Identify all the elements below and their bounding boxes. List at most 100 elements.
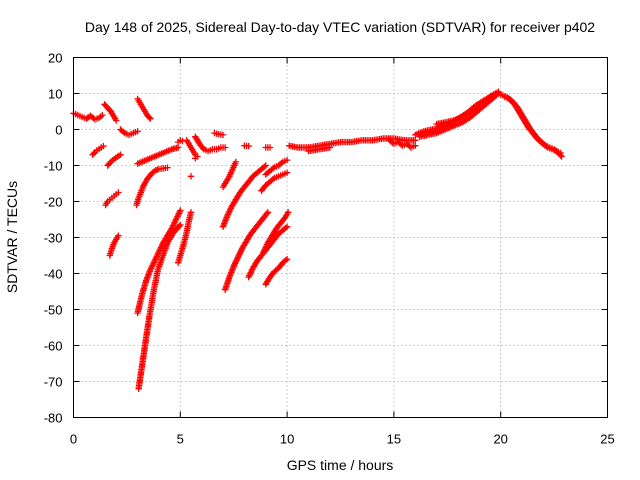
x-tick-label: 20 — [493, 432, 507, 447]
series-arc-25 — [258, 169, 291, 194]
series-arc-15 — [183, 137, 199, 158]
data-point — [266, 144, 274, 151]
data-point — [412, 137, 419, 144]
series-arc-20 — [219, 158, 240, 191]
series-arc-10 — [133, 164, 171, 209]
y-tick-label: -30 — [44, 231, 63, 246]
data-point-trail — [282, 257, 289, 264]
data-point — [147, 115, 154, 122]
data-point — [232, 158, 240, 166]
data-point — [100, 142, 107, 150]
data-point — [99, 111, 106, 119]
data-point — [283, 169, 291, 176]
series-arc-09 — [134, 144, 182, 167]
data-point — [134, 128, 141, 135]
data-point — [219, 131, 227, 139]
data-point — [187, 209, 195, 216]
axis-ticks — [73, 57, 608, 418]
x-axis-label: GPS time / hours — [287, 457, 394, 473]
series-arc-07 — [117, 126, 141, 139]
series-arc-37 — [501, 93, 564, 157]
y-tick-label: 10 — [48, 87, 62, 102]
data-point-trail — [140, 182, 147, 189]
chart-title: Day 148 of 2025, Sidereal Day-to-day VTE… — [85, 19, 595, 35]
data-point-trail — [261, 163, 268, 170]
data-point-trail — [474, 103, 482, 111]
series-arc-21 — [219, 162, 269, 230]
data-point — [179, 137, 186, 145]
series-arc-03 — [89, 142, 107, 158]
data-point-trail — [90, 150, 97, 157]
data-point — [194, 153, 201, 160]
series-arc-35 — [433, 102, 483, 128]
x-tick-label: 15 — [387, 432, 401, 447]
data-point-trail — [141, 181, 148, 188]
x-tick-label: 0 — [70, 432, 77, 447]
series-arc-08 — [134, 95, 154, 122]
data-point — [245, 142, 252, 150]
data-point-trail — [146, 114, 153, 121]
data-point — [283, 156, 291, 164]
data-point — [262, 162, 269, 169]
y-tick-label: -40 — [44, 267, 63, 282]
data-point-trail — [120, 128, 127, 136]
series-arc-34 — [416, 92, 500, 140]
data-point-trail — [278, 159, 285, 167]
y-tick-label: -60 — [44, 339, 63, 354]
data-point-trail — [282, 224, 289, 232]
series-arc-26 — [262, 156, 291, 178]
data-point-trail — [199, 144, 206, 152]
data-point-trail — [269, 165, 277, 172]
data-point — [113, 117, 120, 124]
grid — [73, 57, 608, 418]
series-arc-29 — [262, 144, 274, 151]
series-arc-24 — [245, 223, 291, 281]
series-arc-01 — [70, 110, 106, 123]
data-point-trail — [269, 176, 277, 183]
x-tick-label: 25 — [600, 432, 614, 447]
data-points — [70, 88, 565, 392]
y-axis-label: SDTVAR / TECUs — [4, 181, 20, 293]
series-arc-32 — [386, 137, 419, 151]
y-tick-label: -80 — [44, 411, 63, 426]
data-point — [283, 223, 291, 230]
data-point — [264, 209, 272, 216]
x-tick-labels: 0 5 10 15 20 25 — [70, 432, 615, 447]
data-point-trail — [263, 210, 271, 217]
y-tick-label: -10 — [44, 159, 63, 174]
series-arc-18 — [192, 133, 229, 155]
data-point — [115, 232, 122, 239]
data-point — [284, 209, 292, 216]
data-point — [164, 164, 171, 171]
series-arc-31 — [305, 144, 334, 155]
series-arc-04 — [104, 151, 124, 169]
data-point — [221, 144, 229, 151]
data-point — [283, 255, 291, 263]
data-point-trail — [491, 93, 499, 100]
data-point — [412, 142, 419, 149]
data-point — [139, 183, 147, 191]
y-tick-label: -50 — [44, 303, 63, 318]
data-point — [174, 144, 182, 151]
data-point — [557, 149, 564, 157]
series-arc-13 — [174, 209, 195, 266]
series-arc-14 — [174, 137, 186, 146]
data-point — [117, 151, 124, 158]
series-arc-11 — [134, 207, 184, 317]
series-arc-22 — [221, 209, 272, 293]
data-point — [187, 173, 195, 180]
data-point-trail — [176, 222, 183, 230]
series-arc-02 — [101, 101, 120, 124]
series-arc-23 — [241, 142, 252, 150]
y-tick-labels: -80 -70 -60 -50 -40 -30 -20 -10 0 10 20 — [44, 51, 63, 426]
data-point-trail — [543, 143, 550, 150]
series-arc-05 — [102, 189, 122, 209]
y-tick-label: -20 — [44, 195, 63, 210]
series-arc-12 — [135, 221, 184, 392]
data-point — [177, 207, 184, 214]
x-tick-label: 5 — [177, 432, 184, 447]
data-point — [326, 144, 334, 151]
data-point — [476, 102, 483, 110]
series-arc-19 — [211, 129, 227, 139]
